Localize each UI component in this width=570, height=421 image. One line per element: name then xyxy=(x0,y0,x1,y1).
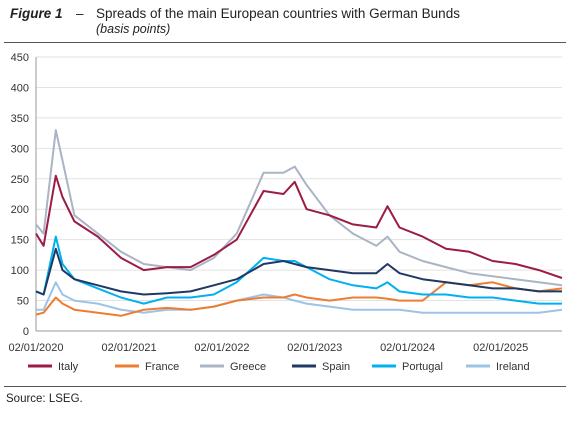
y-tick-label: 450 xyxy=(11,52,29,64)
x-tick-label: 02/01/2024 xyxy=(380,342,435,354)
top-rule xyxy=(4,42,566,43)
figure-dash: – xyxy=(76,6,84,21)
series-line-portugal xyxy=(35,235,562,305)
source-note: Source: LSEG. xyxy=(6,393,83,405)
legend-label-portugal: Portugal xyxy=(402,361,443,373)
series-line-italy xyxy=(35,174,563,279)
series-line-spain xyxy=(35,247,562,296)
bottom-rule xyxy=(4,386,566,387)
figure-label: Figure 1 xyxy=(10,6,63,21)
legend-label-spain: Spain xyxy=(322,361,350,373)
legend-label-greece: Greece xyxy=(230,361,266,373)
y-tick-label: 350 xyxy=(11,113,29,125)
y-tick-label: 0 xyxy=(23,326,29,338)
y-tick-label: 400 xyxy=(11,82,29,94)
y-tick-label: 150 xyxy=(11,235,29,247)
x-tick-label: 02/01/2025 xyxy=(473,342,528,354)
legend-label-italy: Italy xyxy=(58,361,79,373)
legend-label-france: France xyxy=(145,361,179,373)
x-tick-label: 02/01/2023 xyxy=(287,342,342,354)
x-tick-label: 02/01/2021 xyxy=(102,342,157,354)
y-tick-label: 100 xyxy=(11,265,29,277)
y-tick-label: 50 xyxy=(17,296,29,308)
series-line-greece xyxy=(35,129,563,287)
line-chart: 0 50 100 150 200 250 300 350 400 450 02/01/2020 02/… xyxy=(8,52,563,373)
chart-subtitle: (basis points) xyxy=(96,22,171,36)
y-tick-label: 300 xyxy=(11,143,29,155)
x-tick-label: 02/01/2022 xyxy=(194,342,249,354)
y-tick-label: 200 xyxy=(11,204,29,216)
x-tick-label: 02/01/2020 xyxy=(8,342,63,354)
y-tick-label: 250 xyxy=(11,174,29,186)
chart-title: Spreads of the main European countries w… xyxy=(96,6,460,21)
figure-heading: Figure 1– Spreads of the main European co… xyxy=(10,6,560,22)
legend-label-ireland: Ireland xyxy=(496,361,530,373)
series-line-ireland xyxy=(36,281,563,314)
